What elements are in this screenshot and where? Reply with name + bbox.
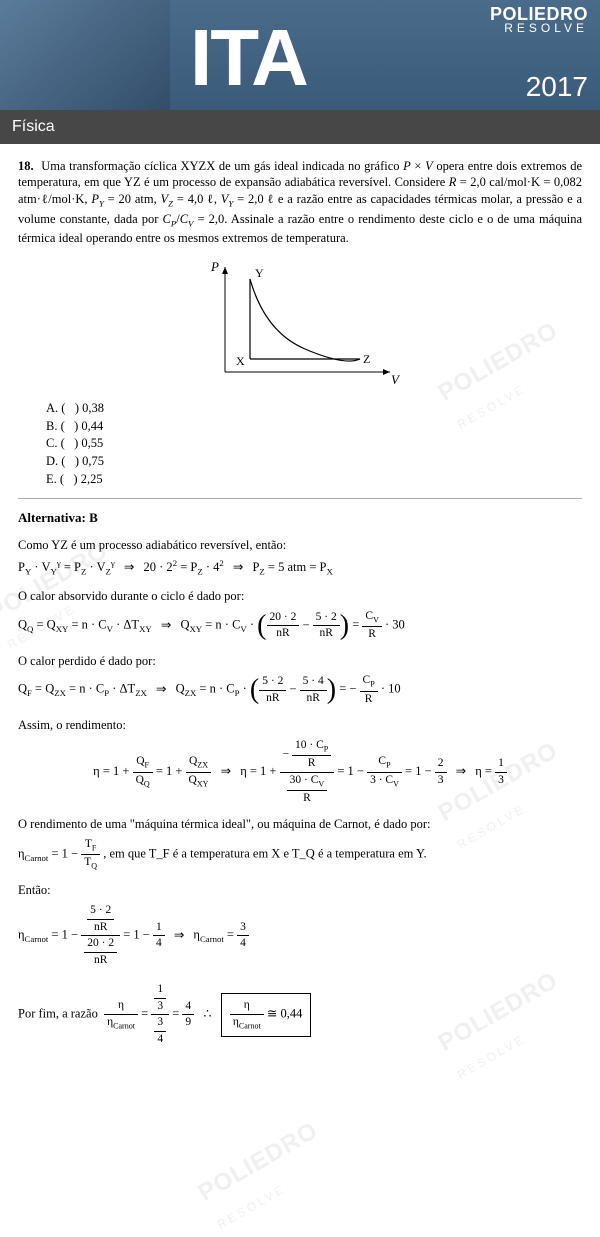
- equation-6: ηCarnot = 1 − 5 · 2nR 20 · 2nR = 1 − 14 …: [18, 903, 582, 968]
- pv-diagram-figure: P V X Y Z: [18, 257, 582, 392]
- final-result-value: ≅ 0,44: [267, 1007, 302, 1021]
- equation-final: Por fim, a razão ηηCarnot = 13 34 = 49 ∴…: [18, 982, 582, 1047]
- watermark-icon: POLIEDRORESOLVE: [193, 1115, 341, 1237]
- solution-line-5b: , em que T_F é a temperatura em X e T_Q …: [103, 847, 426, 861]
- equation-2: QQ = QXY = n · CV · ΔTXY ⇒ QXY = n · CV …: [18, 609, 582, 643]
- option-e: E. ( ) 2,25: [46, 471, 582, 488]
- final-result-box: ηηCarnot ≅ 0,44: [221, 993, 312, 1037]
- svg-text:Z: Z: [363, 352, 370, 366]
- svg-text:X: X: [236, 354, 245, 368]
- solution-line-1: Como YZ é um processo adiabático reversí…: [18, 537, 582, 554]
- option-d: D. ( ) 0,75: [46, 453, 582, 470]
- equation-1: PY · VYγ = PZ · VZγ ⇒ 20 · 22 = PZ · 42 …: [18, 558, 582, 578]
- brand-subtitle: RESOLVE: [490, 22, 588, 34]
- option-b: B. ( ) 0,44: [46, 418, 582, 435]
- exam-year: 2017: [526, 68, 588, 106]
- solution-line-4: Assim, o rendimento:: [18, 717, 582, 734]
- equation-5: ηCarnot = 1 − TFTQ , em que T_F é a temp…: [18, 837, 582, 872]
- option-c: C. ( ) 0,55: [46, 435, 582, 452]
- page-header: ITA POLIEDRO RESOLVE 2017: [0, 0, 600, 110]
- solution-line-5: O rendimento de uma "máquina térmica ide…: [18, 816, 582, 833]
- solution-line-2: O calor absorvido durante o ciclo é dado…: [18, 588, 582, 605]
- equation-3: QF = QZX = n · CP · ΔTZX ⇒ QZX = n · CP …: [18, 673, 582, 707]
- svg-text:P: P: [210, 259, 219, 274]
- subject-bar: Física: [0, 110, 600, 144]
- page-content: POLIEDRORESOLVE POLIEDRORESOLVE POLIEDRO…: [0, 144, 600, 1082]
- subject-label: Física: [12, 118, 55, 135]
- svg-text:V: V: [391, 372, 401, 387]
- pv-chart: P V X Y Z: [195, 257, 405, 387]
- exam-title: ITA: [190, 4, 307, 110]
- answer-options: A. ( ) 0,38 B. ( ) 0,44 C. ( ) 0,55 D. (…: [46, 400, 582, 488]
- brand-logo: POLIEDRO RESOLVE: [490, 6, 588, 34]
- solution-line-6: Então:: [18, 882, 582, 899]
- answer-label: Alternativa: B: [18, 509, 582, 527]
- question-text: 18. Uma transformação cíclica XYZX de um…: [18, 158, 582, 247]
- equation-4: η = 1 + QFQQ = 1 + QZXQXY ⇒ η = 1 + − 10…: [18, 738, 582, 806]
- header-decorative-image: [0, 0, 170, 110]
- option-a: A. ( ) 0,38: [46, 400, 582, 417]
- solution-line-7: Por fim, a razão: [18, 1007, 98, 1021]
- section-divider: [18, 498, 582, 499]
- solution-line-3: O calor perdido é dado por:: [18, 653, 582, 670]
- svg-text:Y: Y: [255, 266, 264, 280]
- question-number: 18.: [18, 159, 34, 173]
- brand-name: POLIEDRO: [490, 6, 588, 22]
